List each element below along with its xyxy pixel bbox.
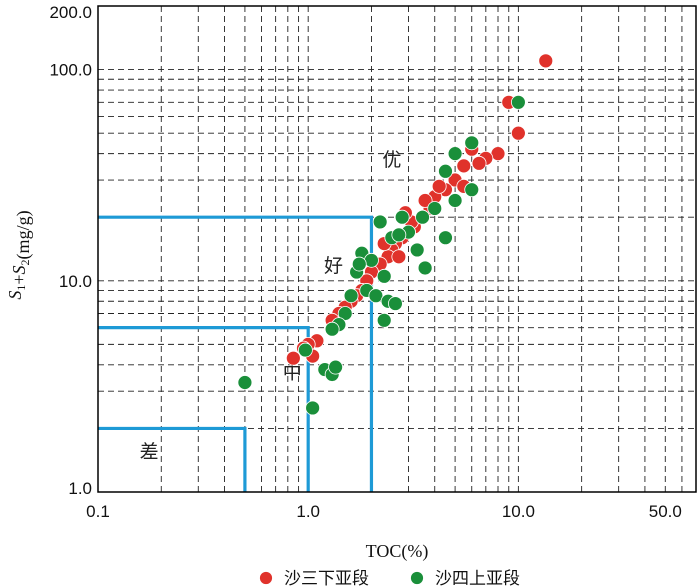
x-tick-label: 50.0 [649,502,682,521]
point-shasan [285,350,301,366]
zone-label: 优 [382,149,401,171]
point-shasi [376,312,392,328]
point-shasi [328,359,343,375]
x-tick-label: 0.1 [86,502,110,521]
point-shasi [464,182,480,198]
point-shasi [343,288,359,304]
point-shasan [471,155,487,171]
point-shasi [337,306,353,321]
legend-swatch-shasan [259,571,273,585]
point-shasi [388,296,403,311]
point-shasi [351,256,367,272]
grid-lines [98,6,696,492]
zone-boundary [98,326,310,492]
axis-ticks: 0.1 1.0 10.0 50.0 1.0 10.0 100.0 200.0 [49,3,681,521]
point-shasan [391,249,407,265]
point-shasi [438,163,453,179]
zone-label: 好 [324,255,343,277]
point-shasan [456,158,472,174]
point-shasi [464,135,480,151]
legend-swatch-shasi [410,571,424,585]
zone-label: 中 [283,361,302,383]
y-tick-label: 100.0 [49,61,92,80]
y-tick-label: 1.0 [68,479,92,498]
y-tick-label: 10.0 [59,272,92,291]
y-tick-label: 200.0 [49,3,92,22]
point-shasi [510,94,526,110]
point-shasan [431,178,447,194]
point-shasi [409,242,425,258]
point-shasi [394,209,410,225]
point-shasi [417,260,433,276]
legend: 沙三下亚段 沙四上亚段 [259,569,520,587]
plot-frame [97,5,697,493]
point-shasi [447,193,463,208]
point-shasi [372,214,388,230]
data-points [237,53,554,416]
zone-label: 差 [140,441,159,463]
point-shasi [438,230,453,246]
point-shasi [427,201,443,216]
point-shasi [237,375,253,390]
point-shasi [415,209,430,225]
zone-boundary [98,215,374,492]
x-tick-label: 1.0 [296,502,320,521]
point-shasan [417,193,433,208]
point-shasi [376,268,392,284]
point-shasi [298,342,313,358]
x-tick-label: 10.0 [502,502,535,521]
zone-boundary [98,426,247,492]
y-axis-title: S1+S2(mg/g) [5,210,34,299]
point-shasan [538,53,554,69]
point-shasi [324,321,340,337]
point-shasi [391,227,407,243]
point-shasi [305,400,321,416]
point-shasi [447,146,463,162]
point-shasi [368,288,384,304]
legend-label-shasan: 沙三下亚段 [284,569,369,587]
x-axis-title: TOC(%) [366,541,429,562]
point-shasan [510,125,526,141]
zone-boundaries: 差 中 好 优 [98,149,401,492]
legend-label-shasi: 沙四上亚段 [435,569,520,587]
